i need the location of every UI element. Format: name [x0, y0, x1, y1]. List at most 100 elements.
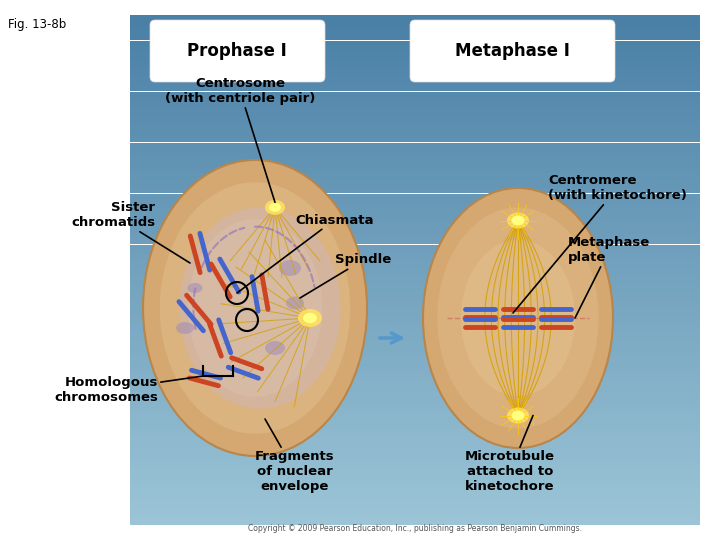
Bar — [130, 76, 700, 82]
Ellipse shape — [461, 240, 575, 396]
Bar — [130, 30, 700, 36]
Text: Chiasmata: Chiasmata — [237, 213, 374, 293]
Bar — [130, 520, 700, 525]
Bar — [130, 71, 700, 76]
Bar — [130, 51, 700, 56]
Bar — [130, 178, 700, 183]
Bar — [130, 484, 700, 489]
Bar — [130, 137, 700, 143]
Bar — [130, 306, 700, 311]
Bar — [130, 239, 700, 245]
Bar — [130, 204, 700, 209]
Text: Centrosome
(with centriole pair): Centrosome (with centriole pair) — [165, 77, 315, 202]
Bar — [130, 454, 700, 458]
Bar — [130, 56, 700, 61]
Bar — [130, 372, 700, 377]
Ellipse shape — [187, 283, 202, 293]
Bar — [130, 143, 700, 147]
Bar — [130, 295, 700, 301]
Bar — [130, 122, 700, 127]
Text: Fragments
of nuclear
envelope: Fragments of nuclear envelope — [255, 419, 335, 493]
Bar — [130, 173, 700, 178]
Bar — [130, 408, 700, 413]
Ellipse shape — [511, 410, 524, 421]
Ellipse shape — [511, 215, 524, 226]
Bar — [130, 147, 700, 153]
Bar — [130, 469, 700, 474]
Bar — [130, 219, 700, 224]
Bar — [130, 489, 700, 495]
Text: Prophase I: Prophase I — [187, 42, 287, 60]
Bar — [130, 112, 700, 117]
Bar — [130, 438, 700, 443]
Bar — [130, 265, 700, 270]
Bar — [130, 301, 700, 306]
Bar — [130, 229, 700, 234]
Bar — [130, 234, 700, 239]
Bar — [130, 347, 700, 352]
Bar — [130, 158, 700, 163]
Bar — [130, 153, 700, 158]
Bar — [130, 188, 700, 193]
Bar — [130, 97, 700, 102]
Bar — [130, 275, 700, 280]
Ellipse shape — [143, 160, 367, 456]
Bar — [130, 280, 700, 285]
Bar — [130, 20, 700, 25]
FancyBboxPatch shape — [150, 20, 325, 82]
Bar — [130, 132, 700, 137]
Bar — [130, 168, 700, 173]
Bar — [130, 86, 700, 91]
Ellipse shape — [269, 203, 281, 212]
Bar — [130, 500, 700, 504]
Bar — [130, 464, 700, 469]
Text: Microtubule
attached to
kinetochore: Microtubule attached to kinetochore — [465, 415, 555, 493]
FancyBboxPatch shape — [410, 20, 615, 82]
Bar — [130, 91, 700, 97]
Ellipse shape — [298, 309, 322, 327]
Bar — [130, 209, 700, 214]
Bar — [130, 163, 700, 168]
Bar — [130, 326, 700, 331]
Bar — [130, 117, 700, 122]
Bar — [130, 352, 700, 357]
Bar — [130, 495, 700, 500]
Ellipse shape — [265, 200, 285, 215]
Bar — [130, 36, 700, 40]
Bar — [130, 321, 700, 326]
Bar — [130, 341, 700, 347]
Bar — [130, 418, 700, 423]
Text: Spindle: Spindle — [300, 253, 391, 298]
Bar — [130, 387, 700, 393]
Bar — [130, 102, 700, 107]
Bar — [130, 393, 700, 397]
Ellipse shape — [423, 188, 613, 448]
Bar — [130, 199, 700, 204]
Bar — [130, 193, 700, 199]
Text: Homologous
chromosomes: Homologous chromosomes — [54, 376, 203, 404]
Bar — [130, 45, 700, 51]
Bar — [130, 504, 700, 510]
Text: Fig. 13-8b: Fig. 13-8b — [8, 18, 66, 31]
Bar — [130, 40, 700, 45]
Text: Copyright © 2009 Pearson Education, Inc., publishing as Pearson Benjamin Cumming: Copyright © 2009 Pearson Education, Inc.… — [248, 524, 582, 533]
Ellipse shape — [176, 322, 194, 334]
Bar — [130, 311, 700, 316]
FancyArrowPatch shape — [379, 333, 401, 343]
Bar — [130, 479, 700, 484]
Ellipse shape — [160, 182, 350, 434]
Bar — [130, 428, 700, 433]
Ellipse shape — [265, 341, 285, 355]
Ellipse shape — [188, 219, 323, 397]
Text: Centromere
(with kinetochore): Centromere (with kinetochore) — [513, 174, 687, 313]
Bar — [130, 260, 700, 265]
Bar — [130, 449, 700, 454]
Bar — [130, 61, 700, 66]
Bar — [130, 423, 700, 428]
Bar — [130, 224, 700, 229]
Bar — [130, 82, 700, 86]
Bar — [130, 397, 700, 403]
Bar — [130, 270, 700, 275]
Ellipse shape — [286, 296, 304, 309]
Ellipse shape — [507, 213, 529, 228]
